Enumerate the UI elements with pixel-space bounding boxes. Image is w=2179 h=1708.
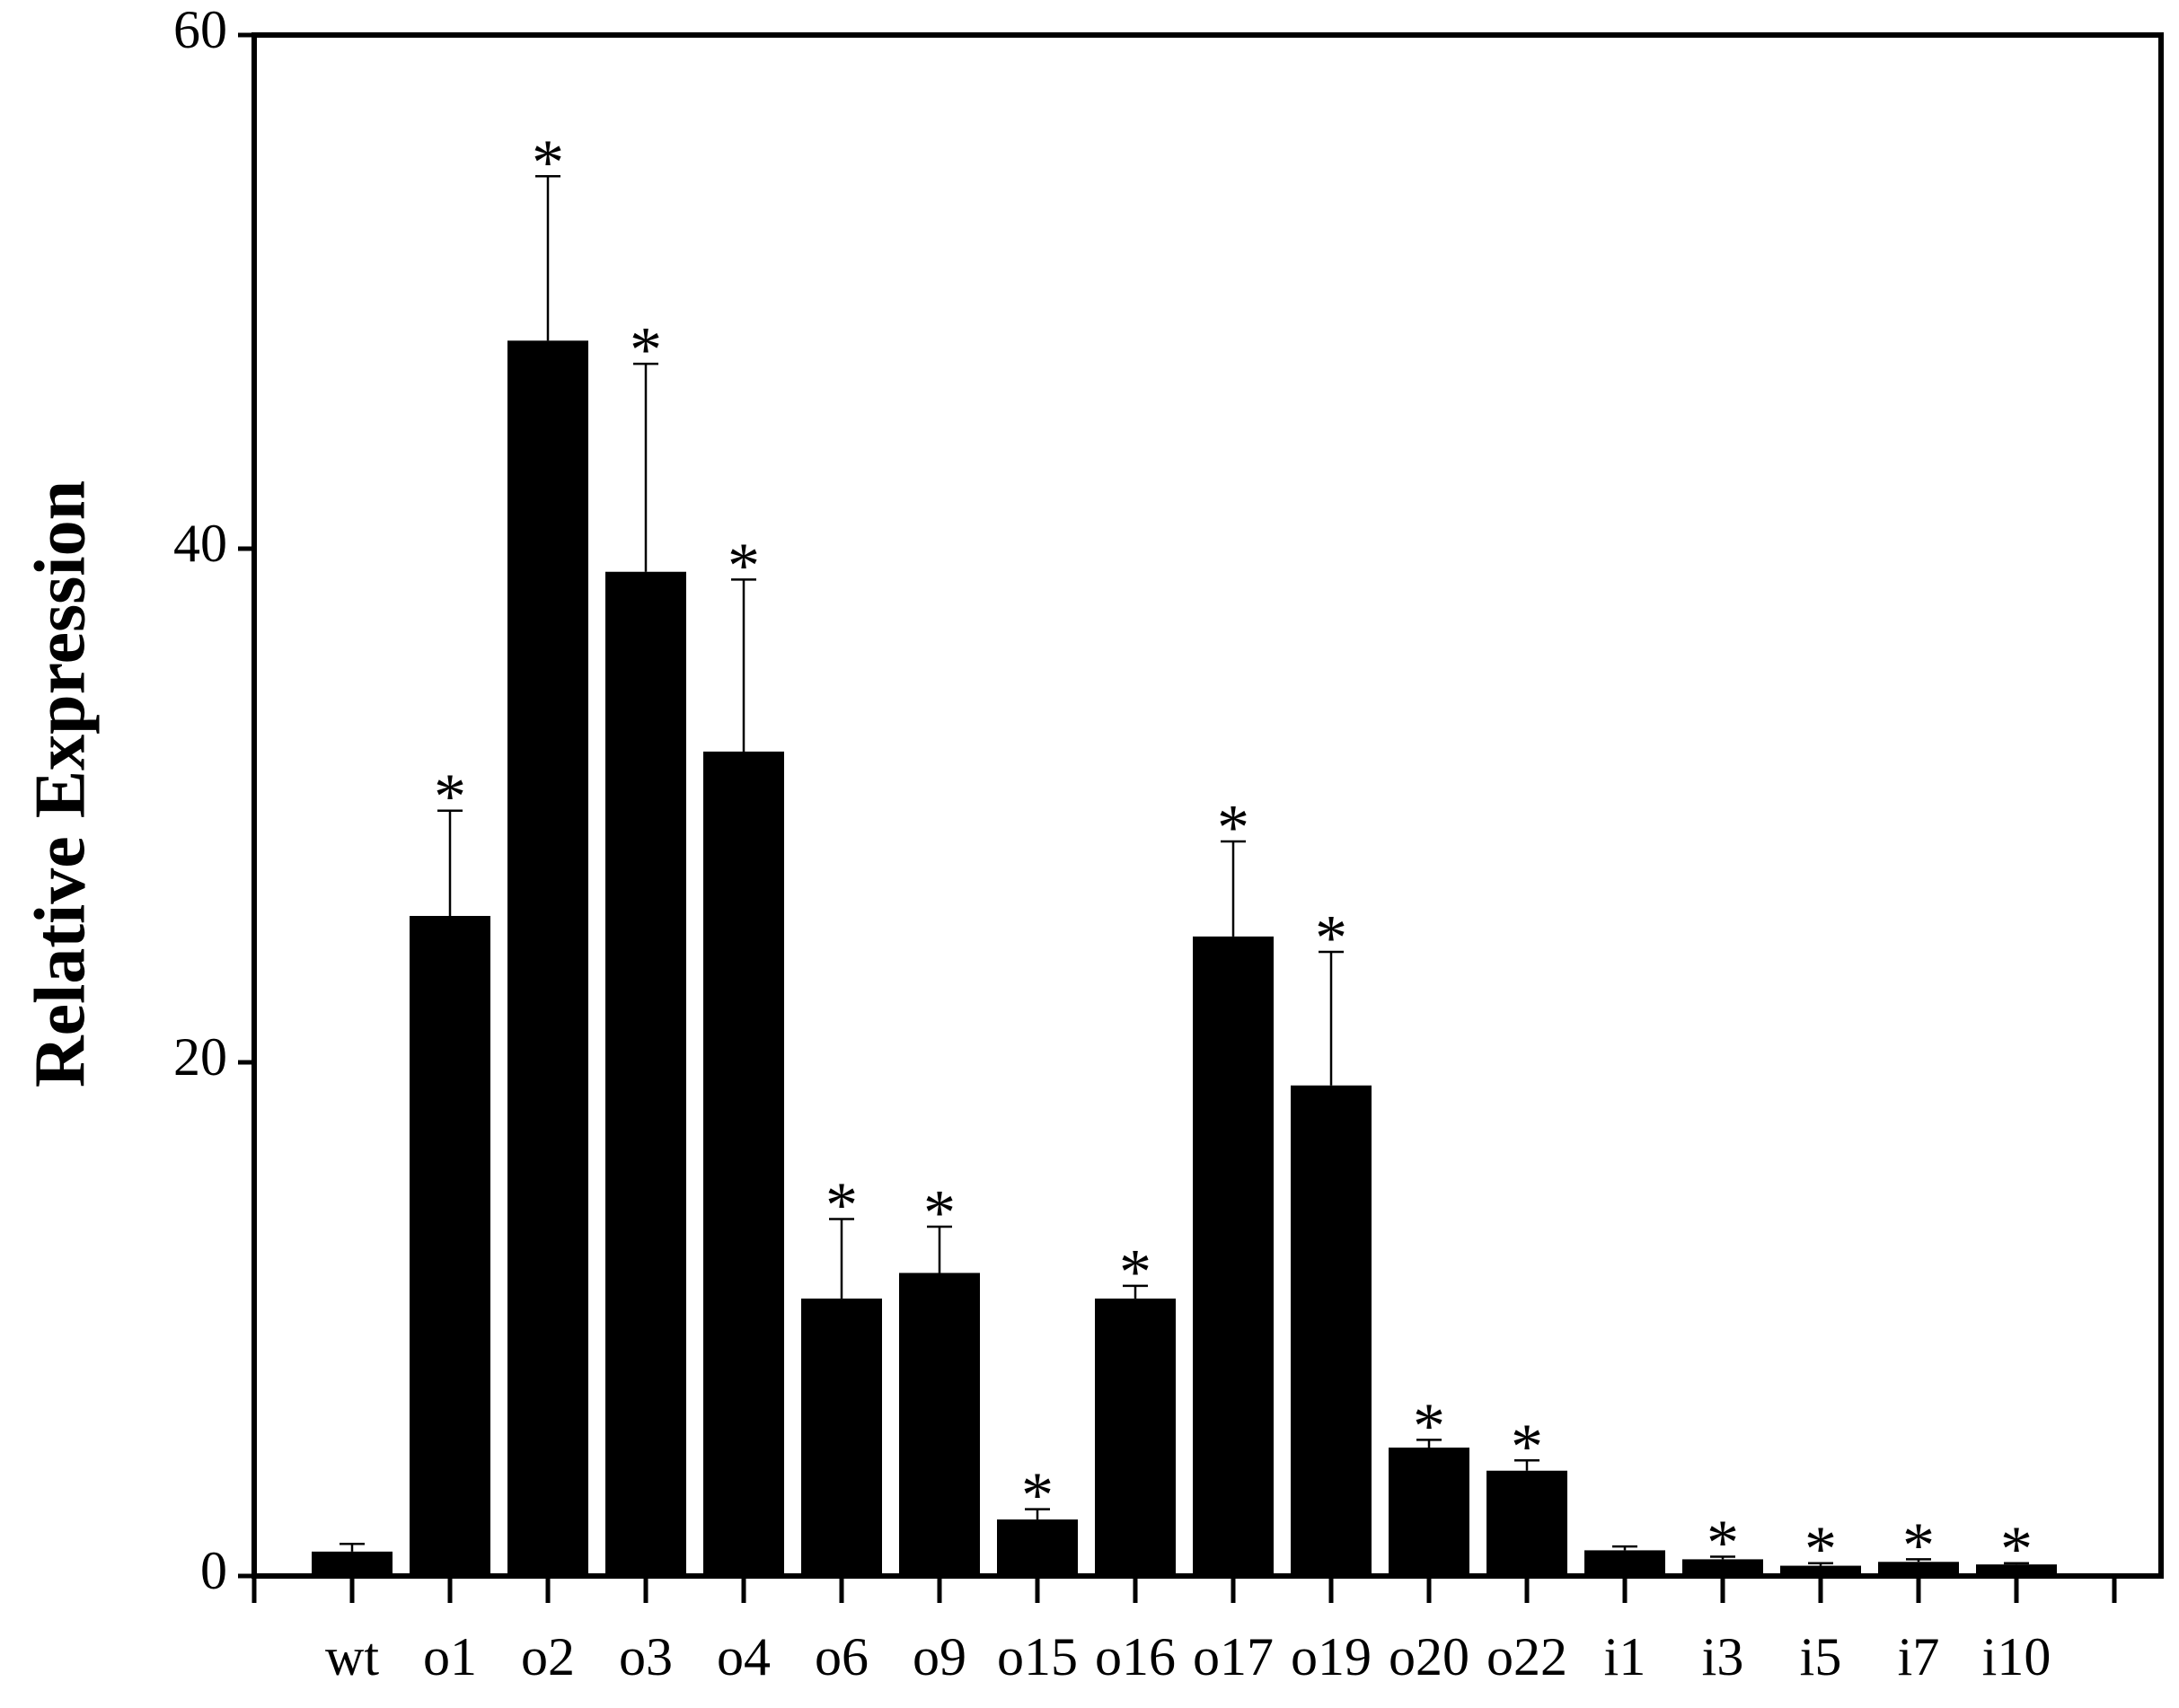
error-bar (633, 362, 658, 572)
x-tick-label: wt (325, 1627, 379, 1686)
x-tick-label: o4 (717, 1627, 771, 1686)
significance-mark: * (434, 761, 466, 832)
bar (997, 1519, 1078, 1576)
bar (410, 915, 490, 1576)
y-tick-label: 20 (173, 1027, 227, 1087)
significance-mark: * (1804, 1513, 1837, 1585)
error-bar (437, 809, 463, 916)
x-tick-label: o15 (997, 1627, 1078, 1686)
error-bar (1906, 1558, 1931, 1563)
bar (703, 751, 784, 1576)
error-bar (731, 578, 756, 752)
significance-mark: * (630, 314, 662, 386)
error-bar (535, 175, 560, 341)
significance-mark: * (1707, 1507, 1739, 1579)
bar (1682, 1559, 1763, 1576)
bar (312, 1551, 393, 1576)
significance-mark: * (532, 127, 564, 198)
bar (1584, 1550, 1665, 1576)
x-tick-label: i7 (1898, 1627, 1940, 1686)
significance-mark: * (1021, 1459, 1054, 1531)
y-tick-label: 40 (173, 514, 227, 573)
x-tick-label: o6 (815, 1627, 869, 1686)
error-bar (340, 1543, 365, 1552)
error-bar (1221, 840, 1246, 937)
error-bar (2004, 1562, 2029, 1565)
x-tick-label: o17 (1193, 1627, 1274, 1686)
x-tick-label: o9 (913, 1627, 966, 1686)
x-tick-label: i10 (1982, 1627, 2051, 1686)
x-tick-label: o1 (423, 1627, 477, 1686)
x-tick-label: i5 (1800, 1627, 1842, 1686)
bar (1095, 1299, 1176, 1576)
bar (899, 1272, 980, 1576)
significance-mark: * (1511, 1411, 1543, 1483)
y-axis-label: Relative Expression (21, 480, 100, 1087)
x-tick-label: o2 (521, 1627, 575, 1686)
error-bar (1710, 1555, 1735, 1560)
significance-mark: * (728, 530, 760, 602)
y-tick-label: 60 (173, 0, 227, 59)
x-tick-label: o22 (1486, 1627, 1567, 1686)
significance-mark: * (1902, 1510, 1935, 1581)
error-bar (1612, 1545, 1637, 1551)
x-tick-label: o19 (1291, 1627, 1372, 1686)
bar (801, 1299, 882, 1576)
bar (1878, 1562, 1959, 1576)
error-bar (829, 1218, 854, 1299)
error-bar (927, 1225, 952, 1273)
bar (1486, 1470, 1567, 1576)
significance-mark: * (923, 1177, 956, 1249)
bar (605, 571, 686, 1576)
bar (1780, 1565, 1861, 1576)
bar (507, 340, 588, 1577)
error-bar (1319, 950, 1344, 1086)
bar (1193, 936, 1274, 1576)
bar (1291, 1085, 1372, 1576)
x-tick-label: i3 (1702, 1627, 1744, 1686)
error-bar (1123, 1284, 1148, 1299)
error-bar (1514, 1459, 1539, 1471)
significance-mark: * (1413, 1390, 1445, 1462)
significance-mark: * (1315, 902, 1347, 974)
x-tick-label: o16 (1095, 1627, 1176, 1686)
x-tick-label: o20 (1389, 1627, 1469, 1686)
bar (1389, 1448, 1469, 1576)
significance-mark: * (1217, 792, 1249, 864)
significance-mark: * (2000, 1513, 2033, 1585)
error-bar (1808, 1562, 1833, 1566)
x-tick-label: i1 (1604, 1627, 1646, 1686)
bar (1976, 1564, 2057, 1576)
significance-mark: * (1119, 1236, 1151, 1307)
x-tick-label: o3 (619, 1627, 673, 1686)
significance-mark: * (825, 1169, 858, 1241)
error-bar (1416, 1439, 1442, 1448)
y-tick-label: 0 (200, 1541, 227, 1600)
error-bar (1025, 1508, 1050, 1520)
